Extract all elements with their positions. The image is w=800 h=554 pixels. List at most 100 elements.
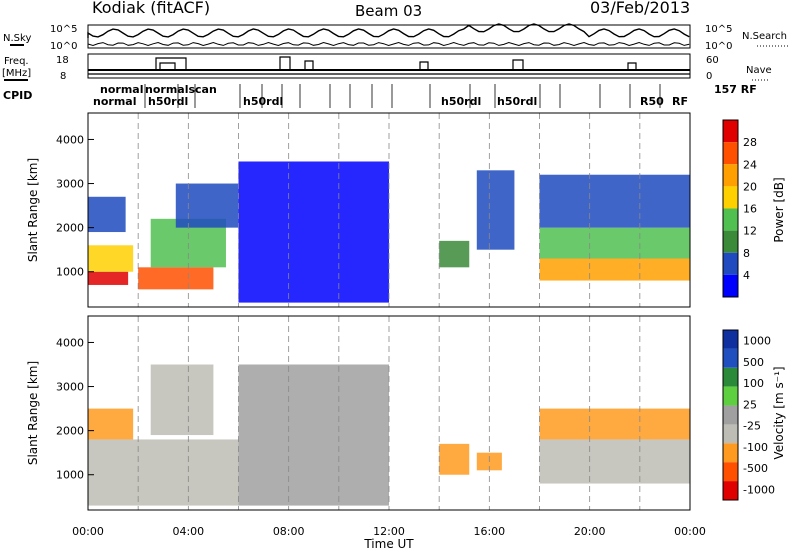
noise-tick-left-bottom: 10^0 — [50, 41, 77, 52]
cpid-first-bottom: normal — [93, 95, 136, 108]
cpid-row: normal normal h50rdl h50rdl h50rdl h50rd… — [93, 83, 757, 108]
power-colorbar-tick-3: 16 — [743, 203, 757, 216]
power-colorbar-block-7 — [723, 274, 738, 297]
cpid-h50-d: h50rdl — [497, 95, 537, 108]
velocity-colorbar-blocks — [722, 329, 739, 501]
velocity-colorbar-tick-5: -100 — [743, 441, 768, 454]
velocity-ytick-label-2000: 2000 — [56, 425, 84, 438]
power-colorbar-ticks: 4 8 12 16 20 24 28 — [743, 136, 757, 282]
nave-step-6 — [627, 62, 637, 70]
power-colorbar-tick-6: 28 — [743, 136, 757, 149]
power-y-ticks: 1000 2000 3000 4000 — [56, 133, 94, 279]
velocity-colorbar: 1000 500 100 25 -25 -100 -500 -1000 Velocity [m… — [722, 329, 786, 501]
velocity-echo-region-6 — [539, 439, 690, 484]
cpid-h50-c: h50rdl — [441, 95, 481, 108]
time-axis-label: Time UT — [363, 537, 414, 551]
velocity-echo-region-0 — [88, 439, 239, 506]
velocity-colorbar-tick-0: 1000 — [743, 335, 771, 348]
power-colorbar-tick-4: 20 — [743, 180, 757, 193]
velocity-colorbar-block-1 — [723, 348, 738, 368]
power-colorbar-tick-1: 8 — [743, 247, 750, 260]
velocity-echo-region-4 — [439, 443, 470, 475]
power-colorbar-block-1 — [723, 142, 738, 165]
x-tick-label-2: 08:00 — [273, 525, 305, 538]
cpid-rf: RF — [672, 95, 688, 108]
cpid-r50: R50 — [640, 95, 664, 108]
noise-search-trace — [87, 41, 690, 47]
velocity-frame-outline — [87, 315, 691, 511]
velocity-panel: 1000 2000 3000 4000 00:00 04:00 08:00 12:00 16:… — [26, 315, 706, 551]
cpid-normalscan: normalscan — [145, 83, 217, 96]
power-colorbar-tick-0: 4 — [743, 269, 750, 282]
power-panel: 1000 2000 3000 4000 Slant Range [km] — [26, 112, 691, 308]
nave-step-1 — [159, 62, 176, 70]
velocity-ylabel: Slant Range [km] — [26, 361, 40, 465]
x-tick-label-6: 00:00 — [674, 525, 706, 538]
date-title: 03/Feb/2013 — [590, 0, 690, 17]
nsearch-label: N.Search — [742, 31, 787, 42]
freq-label: Freq. — [4, 56, 29, 67]
nave-step-5 — [512, 59, 524, 70]
cpid-h50-a: h50rdl — [148, 95, 188, 108]
noise-panel: 10^5 10^0 10^5 10^0 — [50, 23, 732, 52]
beam-title: Beam 03 — [355, 2, 422, 20]
power-colorbar-block-4 — [723, 208, 738, 231]
velocity-echo-region-7 — [539, 408, 690, 440]
power-echo-region-7 — [439, 240, 470, 268]
nave-step-0 — [155, 57, 187, 70]
velocity-x-ticks: 00:00 04:00 08:00 12:00 16:00 20:00 00:00 — [72, 525, 706, 538]
cpid-right-text: 157 RF — [714, 83, 757, 96]
power-colorbar-frame — [722, 119, 739, 298]
noise-tick-left-top: 10^5 — [50, 24, 77, 35]
power-frame-outline — [87, 112, 691, 308]
cpid-separators — [144, 84, 661, 108]
x-tick-label-1: 04:00 — [172, 525, 204, 538]
noise-sky-trace — [87, 23, 690, 38]
power-echo-region-6 — [238, 161, 389, 303]
power-colorbar-block-6 — [723, 252, 738, 275]
nave-label: Nave — [746, 65, 772, 76]
freq-tick-bottom: 8 — [60, 71, 66, 82]
velocity-colorbar-block-4 — [723, 405, 738, 425]
power-echoes — [88, 161, 690, 303]
velocity-colorbar-block-0 — [723, 330, 738, 349]
velocity-colorbar-tick-7: -1000 — [743, 483, 775, 496]
velocity-colorbar-block-6 — [723, 443, 738, 463]
power-colorbar-tick-2: 12 — [743, 225, 757, 238]
cpid-h50-b: h50rdl — [243, 95, 283, 108]
freq-traces — [88, 56, 690, 75]
power-echo-region-3 — [138, 267, 214, 290]
power-echo-region-0 — [88, 271, 129, 285]
freq-unit-label: [MHz] — [2, 68, 31, 79]
power-echo-region-1 — [88, 245, 134, 272]
cpid-first-top: normal — [100, 83, 143, 96]
velocity-colorbar-block-2 — [723, 367, 738, 387]
velocity-colorbar-block-5 — [723, 424, 738, 444]
noise-tick-right-top: 10^5 — [705, 24, 732, 35]
power-ytick-label-1000: 1000 — [56, 266, 84, 279]
velocity-echo-region-2 — [150, 364, 214, 436]
velocity-colorbar-ticks: 1000 500 100 25 -25 -100 -500 -1000 — [743, 335, 775, 497]
x-tick-label-0: 00:00 — [72, 525, 104, 538]
cpid-label: CPID — [3, 89, 32, 102]
noise-traces — [87, 23, 690, 47]
power-colorbar-block-3 — [723, 186, 738, 209]
velocity-colorbar-block-3 — [723, 386, 738, 406]
velocity-colorbar-block-8 — [723, 481, 738, 500]
power-colorbar-blocks — [722, 119, 739, 298]
velocity-echo-region-1 — [88, 408, 134, 440]
velocity-colorbar-tick-6: -500 — [743, 462, 768, 475]
nave-step-2 — [279, 56, 291, 70]
velocity-colorbar-block-7 — [723, 462, 738, 482]
velocity-colorbar-tick-3: 25 — [743, 398, 757, 411]
power-echo-region-11 — [539, 174, 690, 228]
power-echo-region-2 — [88, 196, 126, 233]
power-echo-region-8 — [476, 170, 515, 250]
velocity-echo-region-3 — [238, 364, 389, 506]
nave-tick-bottom: 0 — [706, 71, 712, 82]
power-echo-region-5 — [175, 183, 239, 228]
x-tick-label-4: 16:00 — [473, 525, 505, 538]
velocity-colorbar-tick-1: 500 — [743, 356, 764, 369]
velocity-colorbar-tick-2: 100 — [743, 377, 764, 390]
